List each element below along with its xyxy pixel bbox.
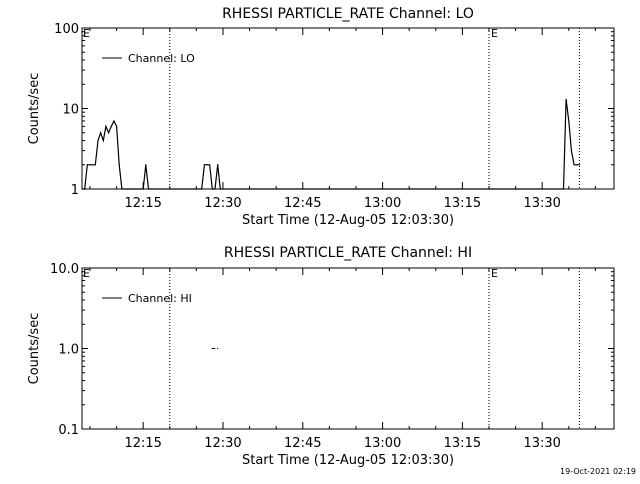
legend: Channel: HI [102, 292, 192, 305]
data-point [86, 164, 88, 166]
data-point [123, 188, 126, 190]
data-point [118, 164, 120, 166]
series-line [82, 99, 580, 190]
data-point [201, 188, 203, 190]
x-tick-label: 13:00 [364, 196, 401, 211]
data-point [570, 149, 573, 152]
data-point [145, 164, 147, 166]
data-point [84, 188, 86, 190]
data-point [137, 188, 139, 190]
legend-label: Channel: LO [128, 52, 195, 65]
panel-hi: RHESSI PARTICLE_RATE Channel: HI 0.1 1.0 10… [27, 245, 615, 468]
x-tick-label: 13:30 [523, 436, 560, 451]
data-point [206, 164, 208, 166]
data-point [126, 188, 128, 190]
data-point [217, 164, 219, 166]
data-point [217, 347, 219, 350]
data-point [578, 164, 581, 166]
data-point [568, 120, 570, 122]
x-tick-label: 13:00 [364, 436, 401, 451]
y-tick-label: 1 [71, 183, 79, 198]
data-point [203, 164, 205, 166]
data-point [97, 139, 99, 142]
y-tick-label: 10 [62, 103, 79, 118]
data-point [576, 164, 578, 166]
data-point [100, 132, 102, 134]
x-tick-label: 13:15 [444, 436, 481, 451]
data-point [209, 164, 211, 166]
start-marker-label: E [83, 267, 90, 280]
y-tick-label: 1.0 [58, 343, 79, 358]
y-tick-label: 0.1 [58, 423, 79, 438]
data-point [565, 98, 567, 100]
x-tick-label: 12:30 [204, 196, 241, 211]
x-axis-label: Start Time (12-Aug-05 12:03:30) [242, 213, 454, 228]
footer-timestamp: 19-Oct-2021 02:19 [560, 467, 636, 476]
x-tick-label: 13:15 [444, 196, 481, 211]
data-point [131, 188, 134, 190]
panel-lo: RHESSI PARTICLE_RATE Channel: LO 1 10 100 Co… [27, 6, 615, 228]
legend: Channel: LO [102, 52, 195, 65]
event-marker-label: E [491, 267, 498, 280]
x-tick-label: 12:45 [284, 436, 321, 451]
data-point [81, 188, 83, 190]
x-tick-label: 12:15 [124, 196, 161, 211]
x-tick-label: 13:30 [523, 196, 560, 211]
data-point [573, 164, 575, 166]
chart-title: RHESSI PARTICLE_RATE Channel: LO [222, 6, 474, 22]
data-point [562, 188, 565, 190]
data-point [142, 188, 144, 190]
data-point [219, 188, 221, 190]
y-tick-label: 100 [54, 22, 79, 37]
data-point [89, 164, 91, 166]
x-tick-label: 12:15 [124, 436, 161, 451]
chart-title: RHESSI PARTICLE_RATE Channel: HI [224, 245, 472, 261]
data-point [129, 188, 131, 190]
data-point [94, 164, 96, 166]
data-point [105, 125, 107, 127]
data-point [108, 132, 110, 134]
data-point [113, 120, 115, 122]
data-point [150, 188, 152, 190]
x-axis-label: Start Time (12-Aug-05 12:03:30) [242, 453, 454, 468]
data-point [92, 164, 94, 166]
data-point [147, 188, 150, 190]
data-point [211, 347, 213, 350]
event-marker-label: E [491, 27, 498, 40]
start-marker-label: E [83, 27, 90, 40]
data-point [214, 188, 216, 190]
data-point [211, 188, 213, 190]
y-axis-label: Counts/sec [27, 313, 42, 385]
legend-label: Channel: HI [128, 292, 192, 305]
data-point [153, 188, 155, 190]
x-tick-label: 12:30 [204, 436, 241, 451]
data-point [121, 188, 123, 190]
y-axis-label: Counts/sec [27, 73, 42, 145]
x-tick-label: 12:45 [284, 196, 321, 211]
data-point [115, 125, 118, 127]
data-point [102, 139, 104, 142]
data-point [110, 125, 112, 127]
data-point [134, 188, 136, 190]
y-tick-label: 10.0 [50, 262, 79, 277]
